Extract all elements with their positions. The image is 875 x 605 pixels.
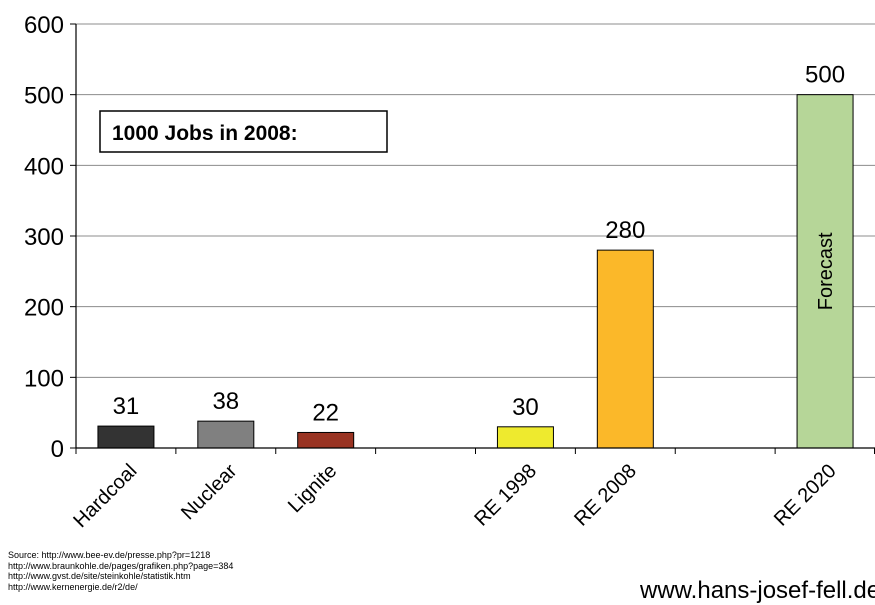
y-tick-label: 600 — [24, 12, 64, 39]
data-label: 22 — [312, 399, 339, 426]
data-label: 500 — [805, 62, 845, 89]
data-label: 280 — [605, 217, 645, 244]
x-axis-ticks: Hardcoal Nuclear Lignite RE 1998 RE 2008 RE 2… — [69, 448, 875, 532]
annotation-text: 1000 Jobs in 2008: — [112, 122, 298, 145]
data-label: 31 — [113, 393, 140, 420]
data-labels: 31 38 22 30 280 500 Forecast — [113, 62, 846, 427]
y-tick-label: 100 — [24, 365, 64, 392]
x-tick-label: RE 2008 — [570, 460, 641, 531]
bar — [97, 425, 155, 449]
bar — [297, 431, 355, 449]
y-tick-label: 0 — [51, 436, 64, 463]
axes — [75, 24, 875, 449]
annotation-box: 1000 Jobs in 2008: — [99, 110, 388, 153]
x-tick-label: Hardcoal — [69, 460, 141, 532]
source-line: http://www.braunkohle.de/pages/grafiken.… — [8, 560, 234, 571]
source-line: http://www.kernenergie.de/r2/de/ — [8, 581, 138, 592]
x-tick-label: Nuclear — [177, 460, 242, 525]
y-tick-label: 200 — [24, 295, 64, 322]
y-tick-label: 300 — [24, 224, 64, 251]
y-tick-label: 500 — [24, 83, 64, 110]
source-line: http://www.gvst.de/site/steinkohle/stati… — [8, 571, 191, 581]
y-tick-label: 400 — [24, 153, 64, 180]
bar — [197, 420, 255, 449]
source-list: Source: http://www.bee-ev.de/presse.php?… — [8, 550, 233, 592]
bar — [596, 249, 654, 449]
gridlines — [76, 23, 875, 378]
bar — [796, 94, 854, 449]
bar — [496, 426, 554, 449]
x-tick-label: Lignite — [284, 460, 341, 517]
x-tick-label: RE 2020 — [770, 460, 841, 531]
data-label: 38 — [212, 388, 239, 415]
source-line: Source: http://www.bee-ev.de/presse.php?… — [8, 550, 211, 560]
bars — [97, 94, 854, 449]
website-url: www.hans-josef-fell.de — [640, 577, 875, 604]
annotation-frame — [99, 110, 388, 153]
forecast-label: Forecast — [815, 232, 837, 310]
y-axis-ticks: 0 100 200 300 400 500 600 — [24, 12, 76, 463]
data-label: 30 — [512, 394, 539, 421]
x-tick-label: RE 1998 — [470, 460, 541, 531]
